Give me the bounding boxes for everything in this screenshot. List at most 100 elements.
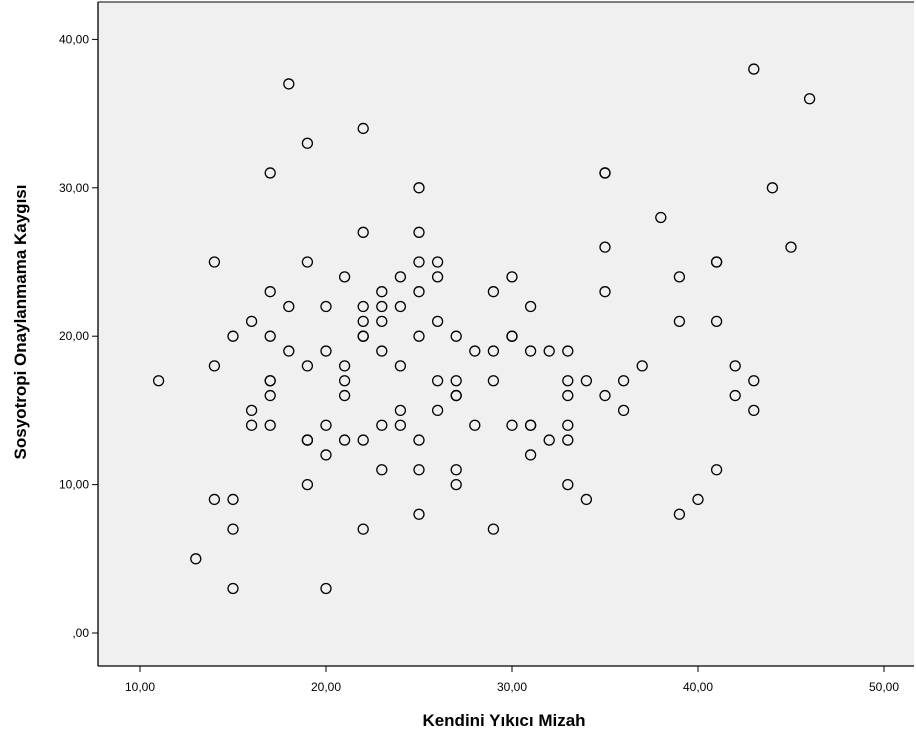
data-point [376, 300, 388, 313]
data-point [394, 419, 407, 431]
data-point [190, 553, 202, 565]
data-point [506, 271, 518, 283]
data-point [543, 434, 555, 446]
data-point [264, 375, 276, 387]
data-point [562, 478, 574, 491]
data-point [562, 345, 574, 357]
data-point [562, 419, 574, 431]
x-tick-label: 10,00 [125, 680, 155, 694]
data-point [469, 419, 481, 431]
data-point [450, 464, 462, 476]
data-point [599, 241, 611, 253]
data-point [580, 493, 593, 506]
data-point [264, 167, 276, 179]
data-point [376, 315, 388, 328]
data-point [580, 375, 593, 387]
data-point [338, 360, 351, 372]
x-tick-label: 20,00 [311, 680, 341, 694]
data-point [692, 493, 704, 506]
data-point [301, 360, 314, 372]
data-point [357, 300, 369, 313]
data-point [227, 493, 239, 506]
data-point [376, 286, 388, 298]
data-point [803, 93, 816, 105]
data-point [413, 434, 425, 446]
data-point [524, 419, 537, 431]
data-point [394, 360, 407, 372]
axis-ticks: 10,00 20,00 30,00 40,00 50,00 ,00 10,00 20,00 30… [59, 32, 899, 694]
data-point [376, 464, 388, 476]
data-point [617, 404, 630, 417]
data-point [543, 345, 555, 357]
data-point [748, 375, 760, 387]
data-point [785, 241, 797, 253]
data-point [599, 167, 611, 179]
data-point [264, 419, 276, 431]
y-tick-label: 20,00 [59, 329, 89, 343]
data-point [487, 375, 500, 387]
data-point [710, 256, 723, 268]
data-point [394, 271, 407, 283]
data-point [673, 315, 686, 328]
data-point [376, 345, 388, 357]
data-point [283, 300, 295, 313]
data-point [431, 315, 444, 328]
data-point [413, 330, 425, 342]
data-point [431, 271, 444, 283]
data-point [264, 286, 276, 298]
data-point [320, 449, 332, 461]
data-point [320, 582, 332, 595]
data-point [450, 375, 462, 387]
data-point [357, 330, 369, 342]
data-point [729, 360, 741, 372]
data-point [524, 449, 537, 461]
y-tick-label: 30,00 [59, 181, 89, 195]
data-point [301, 137, 314, 149]
data-point [431, 404, 444, 417]
data-point [357, 434, 369, 446]
data-point [338, 271, 351, 283]
data-point [208, 256, 221, 268]
data-point [766, 182, 779, 194]
data-point [394, 300, 407, 313]
data-point [301, 434, 314, 446]
y-tick-label: ,00 [72, 626, 89, 640]
data-point [506, 330, 518, 342]
data-point [376, 419, 388, 431]
data-point [431, 256, 444, 268]
data-point [413, 508, 425, 520]
data-point [301, 478, 314, 491]
data-point [710, 464, 723, 476]
data-point [469, 345, 481, 357]
data-point [245, 315, 258, 328]
data-point [413, 286, 425, 298]
data-point [450, 389, 462, 402]
data-point [673, 508, 686, 520]
data-point [413, 226, 425, 238]
data-point [562, 375, 574, 387]
data-point [283, 78, 295, 90]
data-point [357, 122, 369, 135]
x-axis-title: Kendini Yıkıcı Mizah [422, 711, 585, 730]
data-point [748, 404, 760, 417]
data-point [245, 419, 258, 431]
data-point [394, 404, 407, 417]
data-point [710, 315, 723, 328]
data-point [338, 375, 351, 387]
data-point [524, 300, 537, 313]
data-point [655, 211, 667, 224]
data-point [413, 256, 425, 268]
data-point [320, 345, 332, 357]
data-point [487, 523, 500, 535]
data-point [320, 300, 332, 313]
y-axis-title: Sosyotropi Onaylanmama Kaygısı [11, 185, 30, 460]
data-point [524, 345, 537, 357]
data-point [562, 434, 574, 446]
data-point [599, 389, 611, 402]
data-points [152, 63, 816, 595]
data-point [357, 315, 369, 328]
data-point [283, 345, 295, 357]
data-point [487, 286, 500, 298]
data-point [208, 493, 221, 506]
